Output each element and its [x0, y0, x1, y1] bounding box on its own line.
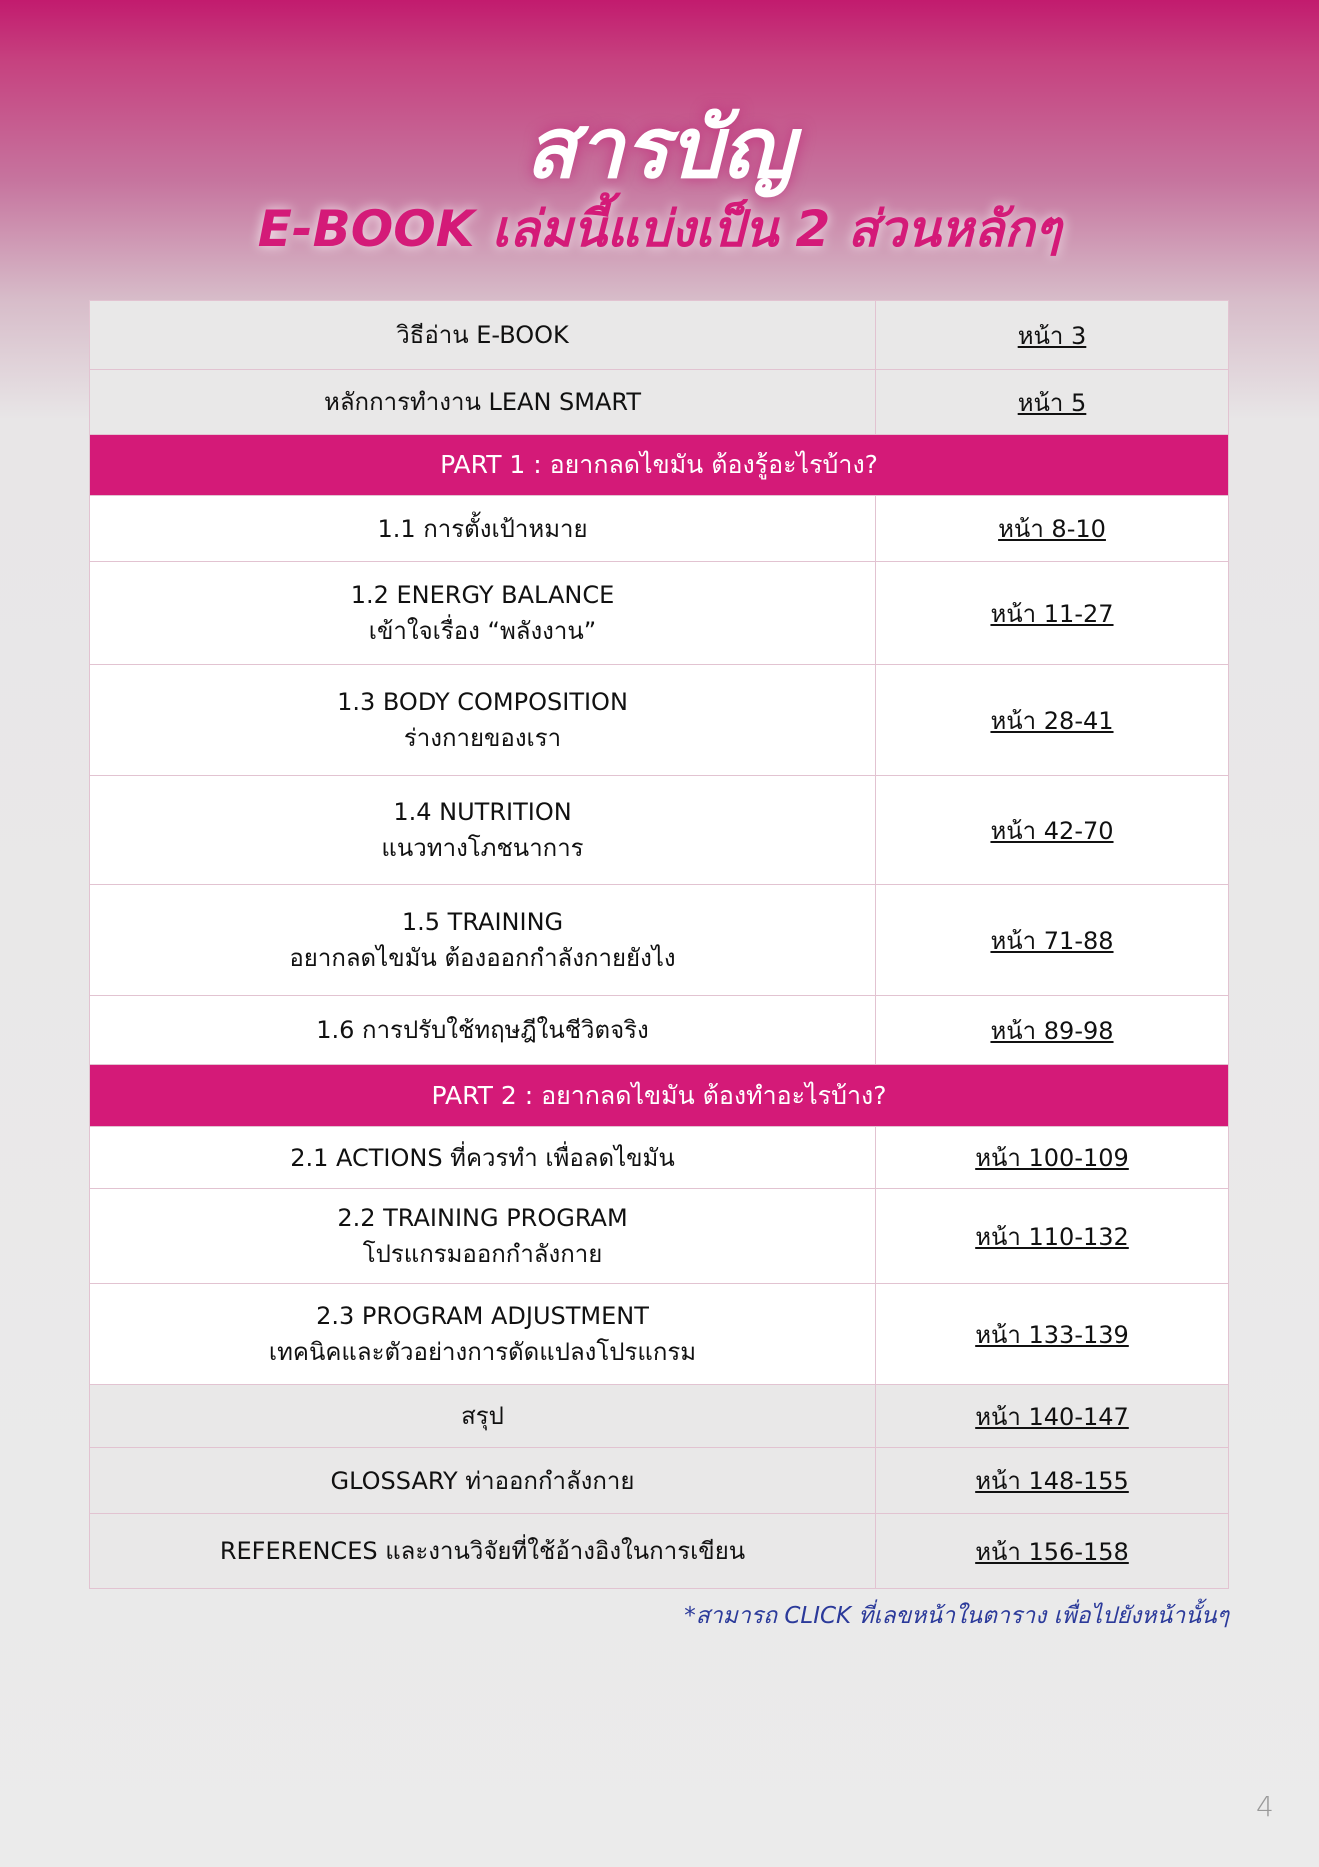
toc-entry: 2.1 ACTIONS ที่ควรทำ เพื่อลดไขมัน: [90, 1127, 876, 1188]
toc-entry: 1.1 การตั้งเป้าหมาย: [90, 496, 876, 561]
toc-entry: 1.5 TRAINING อยากลดไขมัน ต้องออกกำลังกายย…: [90, 885, 876, 995]
toc-row: 2.3 PROGRAM ADJUSTMENT เทคนิคและตัวอย่างก…: [90, 1283, 1228, 1384]
page-link[interactable]: หน้า 5: [1017, 388, 1087, 417]
part-header: PART 2 : อยากลดไขมัน ต้องทำอะไรบ้าง?: [90, 1064, 1228, 1126]
entry-subtitle: โปรแกรมออกกำลังกาย: [362, 1240, 603, 1268]
toc-entry: 1.2 ENERGY BALANCE เข้าใจเรื่อง “พลังงาน”: [90, 562, 876, 664]
toc-row: หลักการทำงาน LEAN SMART หน้า 5: [90, 369, 1228, 434]
entry-title: 1.4 NUTRITION: [393, 798, 572, 826]
page-link[interactable]: หน้า 100-109: [975, 1144, 1129, 1172]
page-link[interactable]: หน้า 8-10: [998, 515, 1106, 543]
page-link[interactable]: หน้า 156-158: [975, 1537, 1129, 1566]
page-title: สารบัญ: [525, 99, 794, 197]
page-link[interactable]: หน้า 3: [1017, 321, 1087, 350]
entry-title: 1.5 TRAINING: [401, 908, 564, 936]
entry-subtitle: แนวทางโภชนาการ: [381, 834, 584, 862]
entry-title: 1.3 BODY COMPOSITION: [337, 688, 628, 716]
part-title: PART 2 : อยากลดไขมัน ต้องทำอะไรบ้าง?: [431, 1080, 887, 1110]
toc-row: สรุป หน้า 140-147: [90, 1384, 1228, 1447]
entry-subtitle: อยากลดไขมัน ต้องออกกำลังกายยังไง: [289, 944, 676, 972]
entry-title: GLOSSARY ท่าออกกำลังกาย: [330, 1466, 635, 1495]
toc-row: วิธีอ่าน E-BOOK หน้า 3: [90, 301, 1228, 369]
toc-entry: REFERENCES และงานวิจัยที่ใช้อ้างอิงในการ…: [90, 1514, 876, 1588]
page-link[interactable]: หน้า 28-41: [990, 706, 1114, 735]
page-link[interactable]: หน้า 148-155: [975, 1467, 1129, 1495]
entry-title: 2.1 ACTIONS ที่ควรทำ เพื่อลดไขมัน: [290, 1143, 675, 1172]
entry-title: สรุป: [461, 1402, 504, 1430]
toc-entry: 1.3 BODY COMPOSITION ร่างกายของเรา: [90, 665, 876, 775]
entry-title: 1.2 ENERGY BALANCE: [350, 581, 615, 609]
toc-entry: หลักการทำงาน LEAN SMART: [90, 370, 876, 434]
entry-title: 1.1 การตั้งเป้าหมาย: [377, 514, 588, 543]
entry-title: 1.6 การปรับใช้ทฤษฎีในชีวิตจริง: [316, 1016, 649, 1044]
toc-row: 2.2 TRAINING PROGRAM โปรแกรมออกกำลังกาย หน…: [90, 1188, 1228, 1283]
toc-entry: สรุป: [90, 1385, 876, 1447]
toc-entry: 2.3 PROGRAM ADJUSTMENT เทคนิคและตัวอย่างก…: [90, 1284, 876, 1384]
toc-row: 1.6 การปรับใช้ทฤษฎีในชีวิตจริง หน้า 89-98: [90, 995, 1228, 1064]
page-subtitle: E-BOOK เล่มนี้แบ่งเป็น 2 ส่วนหลักๆ: [257, 200, 1062, 258]
toc-row: 2.1 ACTIONS ที่ควรทำ เพื่อลดไขมัน หน้า 10…: [90, 1126, 1228, 1188]
toc-row: 1.5 TRAINING อยากลดไขมัน ต้องออกกำลังกายย…: [90, 884, 1228, 995]
toc-row: GLOSSARY ท่าออกกำลังกาย หน้า 148-155: [90, 1447, 1228, 1513]
toc-row: 1.2 ENERGY BALANCE เข้าใจเรื่อง “พลังงาน”…: [90, 561, 1228, 664]
toc-entry: 2.2 TRAINING PROGRAM โปรแกรมออกกำลังกาย: [90, 1189, 876, 1283]
page-link[interactable]: หน้า 133-139: [975, 1320, 1129, 1349]
page-link[interactable]: หน้า 110-132: [975, 1222, 1129, 1251]
toc-row: 1.4 NUTRITION แนวทางโภชนาการ หน้า 42-70: [90, 775, 1228, 884]
page-link[interactable]: หน้า 42-70: [990, 816, 1114, 845]
page-link[interactable]: หน้า 11-27: [990, 599, 1114, 628]
click-note: *สามารถ CLICK ที่เลขหน้าในตาราง เพื่อไปย…: [684, 1603, 1229, 1629]
entry-subtitle: ร่างกายของเรา: [403, 724, 562, 752]
page-link[interactable]: หน้า 89-98: [990, 1016, 1114, 1045]
entry-title: หลักการทำงาน LEAN SMART: [324, 388, 641, 416]
page-number: 4: [1256, 1790, 1274, 1823]
entry-title: วิธีอ่าน E-BOOK: [396, 321, 569, 349]
part-header: PART 1 : อยากลดไขมัน ต้องรู้อะไรบ้าง?: [90, 434, 1228, 495]
toc-row: 1.3 BODY COMPOSITION ร่างกายของเรา หน้า 28…: [90, 664, 1228, 775]
entry-title: REFERENCES และงานวิจัยที่ใช้อ้างอิงในการ…: [219, 1537, 746, 1565]
toc-row: 1.1 การตั้งเป้าหมาย หน้า 8-10: [90, 495, 1228, 561]
toc-entry: วิธีอ่าน E-BOOK: [90, 301, 876, 369]
toc-table: วิธีอ่าน E-BOOK หน้า 3 หลักการทำงาน LEAN S…: [89, 300, 1229, 1589]
page-link[interactable]: หน้า 71-88: [990, 926, 1114, 955]
entry-title: 2.2 TRAINING PROGRAM: [337, 1204, 628, 1232]
entry-title: 2.3 PROGRAM ADJUSTMENT: [316, 1302, 649, 1330]
toc-entry: 1.4 NUTRITION แนวทางโภชนาการ: [90, 776, 876, 884]
entry-subtitle: เทคนิคและตัวอย่างการดัดแปลงโปรแกรม: [268, 1338, 697, 1366]
toc-entry: GLOSSARY ท่าออกกำลังกาย: [90, 1448, 876, 1513]
page-link[interactable]: หน้า 140-147: [975, 1402, 1129, 1431]
toc-row: REFERENCES และงานวิจัยที่ใช้อ้างอิงในการ…: [90, 1513, 1228, 1588]
entry-subtitle: เข้าใจเรื่อง “พลังงาน”: [368, 617, 597, 645]
part-title: PART 1 : อยากลดไขมัน ต้องรู้อะไรบ้าง?: [440, 450, 878, 479]
toc-entry: 1.6 การปรับใช้ทฤษฎีในชีวิตจริง: [90, 996, 876, 1064]
